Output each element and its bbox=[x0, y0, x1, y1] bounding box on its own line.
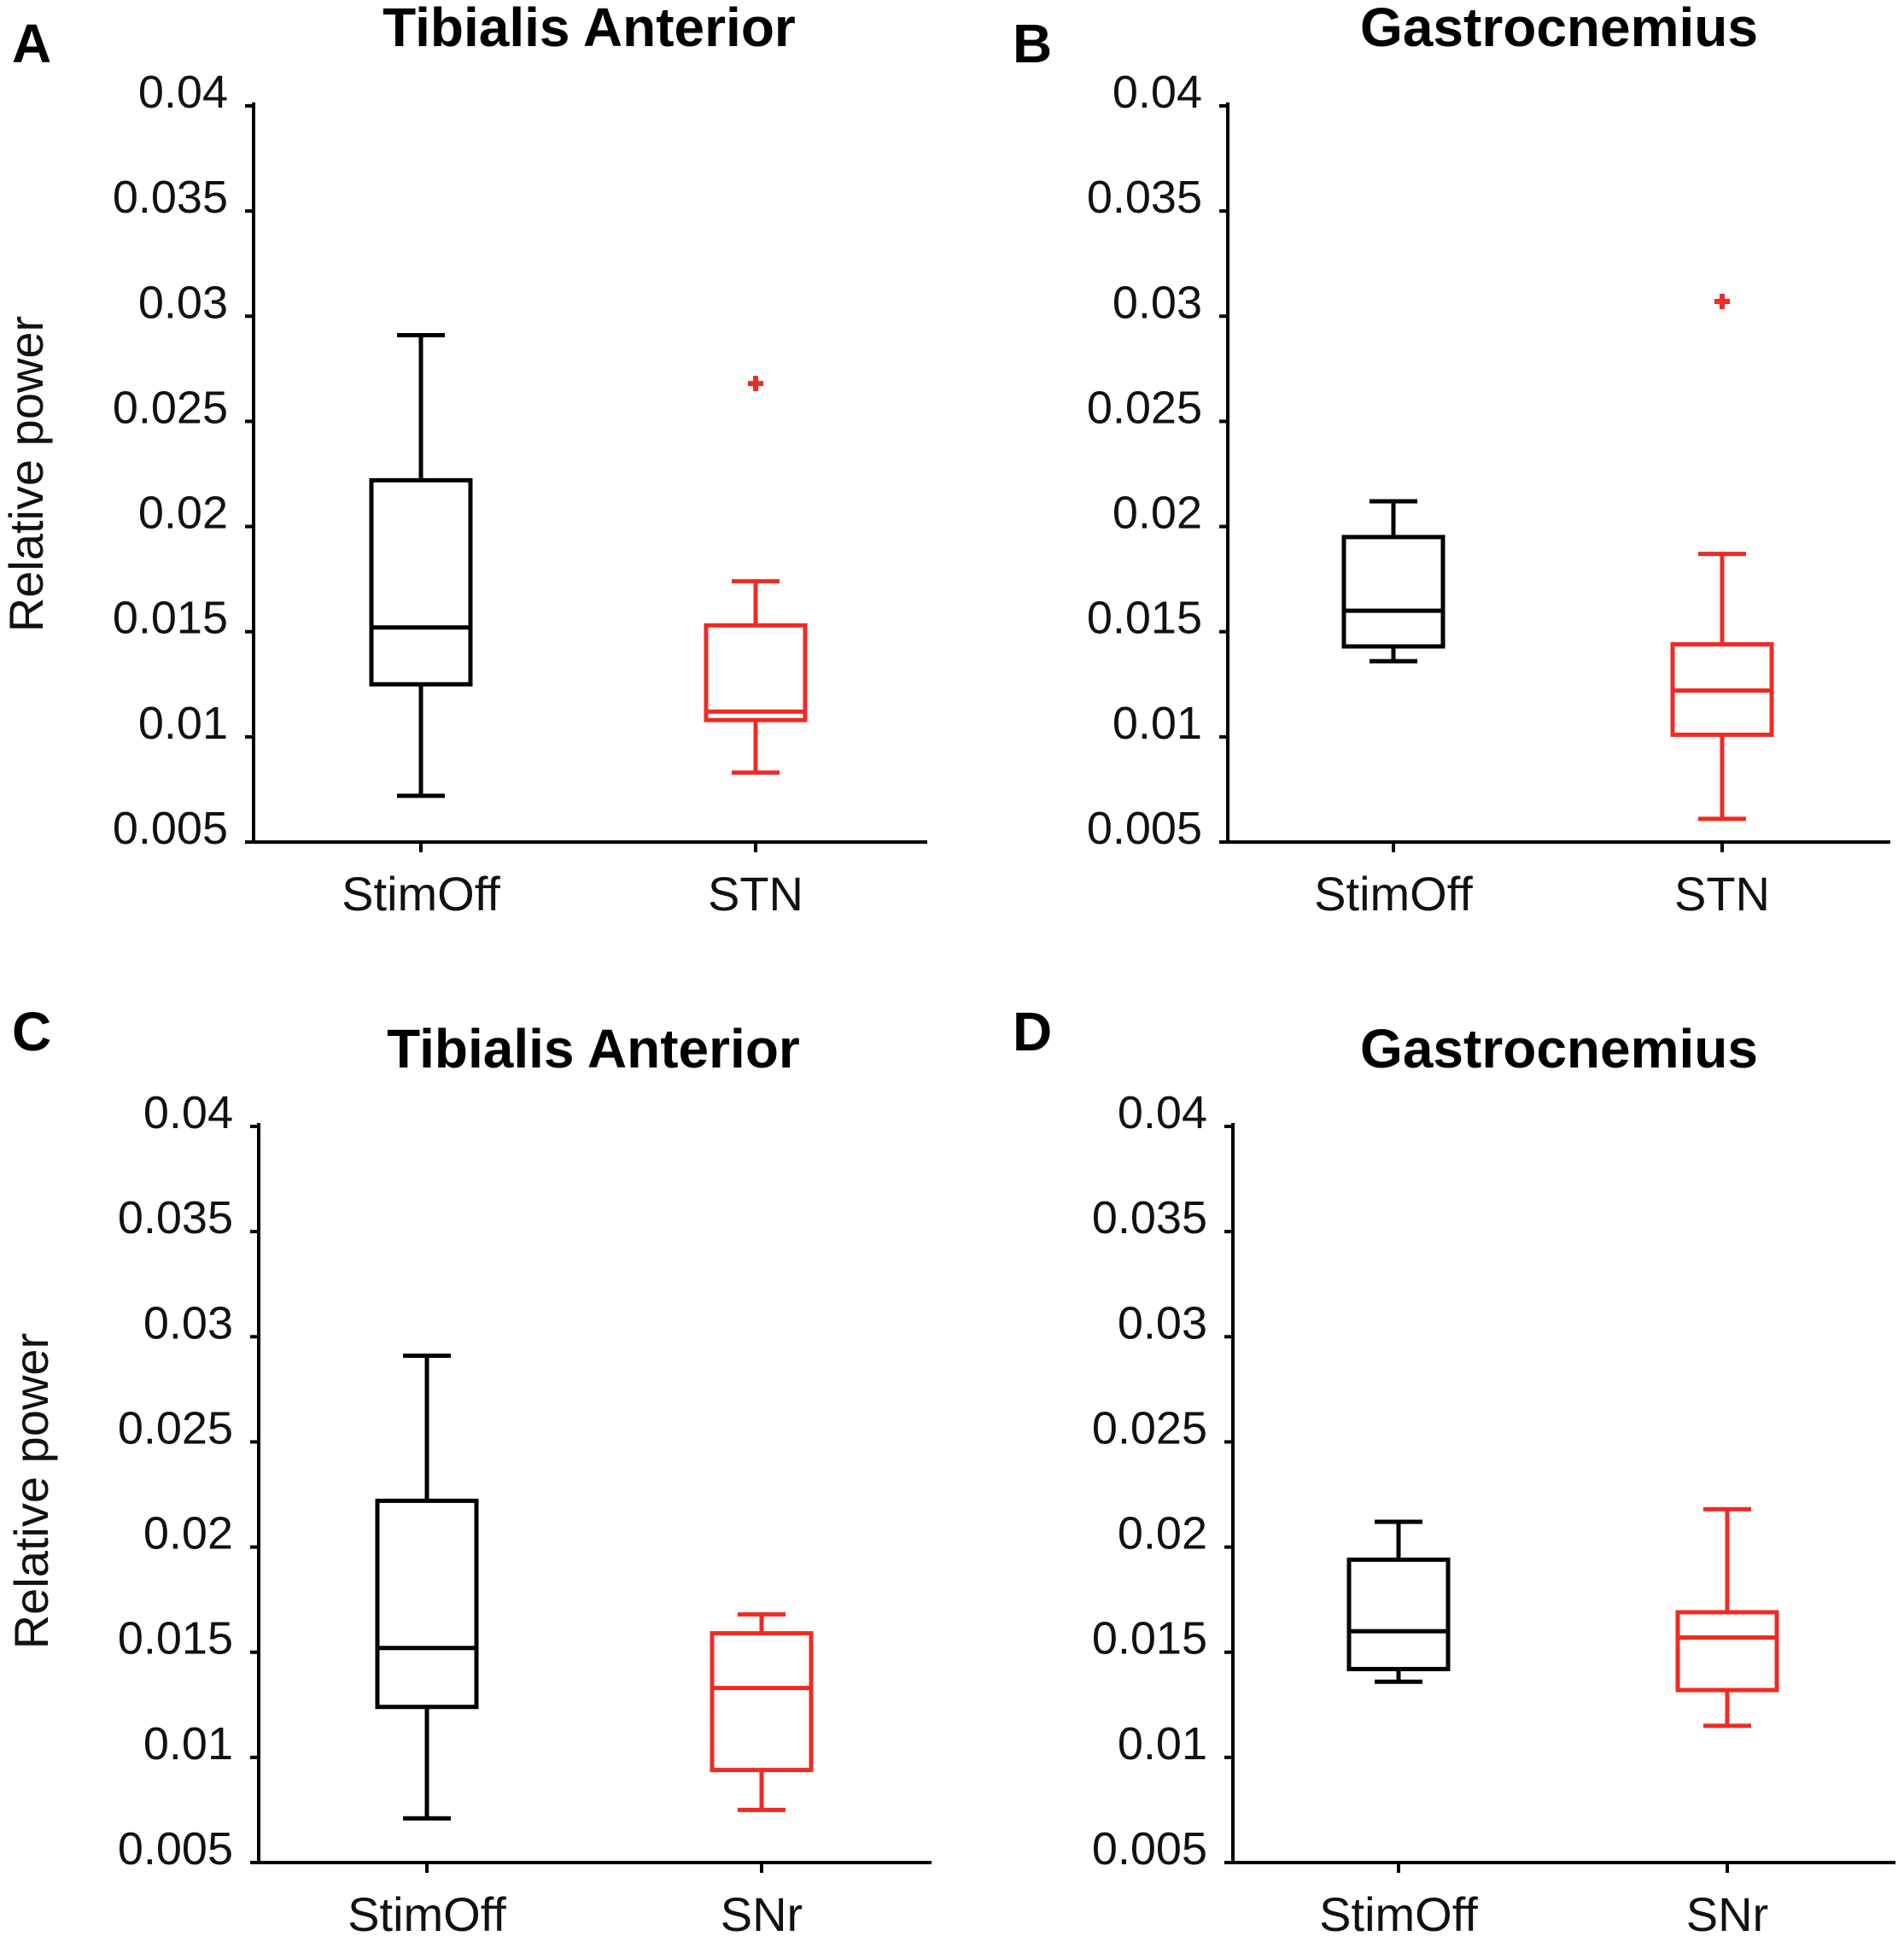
y-tick-label: 0.015 bbox=[1087, 593, 1202, 644]
box-stn bbox=[704, 376, 808, 775]
y-tick-label: 0.01 bbox=[1113, 698, 1202, 749]
y-tick-label: 0.03 bbox=[1113, 277, 1202, 328]
x-tick-label: StimOff bbox=[342, 867, 500, 921]
y-tick-label: 0.04 bbox=[1118, 1087, 1207, 1138]
x-tick-label: SNr bbox=[721, 1887, 803, 1936]
box-snr bbox=[1675, 1506, 1779, 1728]
y-tick-label: 0.025 bbox=[113, 382, 228, 433]
iqr-box bbox=[1675, 1610, 1779, 1693]
outlier-point bbox=[1714, 294, 1730, 310]
chart-title: Tibialis Anterior bbox=[383, 0, 796, 58]
y-tick-label: 0.04 bbox=[138, 67, 228, 118]
y-tick-label: 0.015 bbox=[113, 593, 228, 644]
y-tick-label: 0.04 bbox=[143, 1087, 233, 1138]
y-tick-label: 0.02 bbox=[143, 1508, 233, 1559]
panel-d: D Gastrocnemius 0.005 0.01 0.015 0.02 0.025 0.0… bbox=[1013, 1001, 1895, 1936]
iqr-box bbox=[369, 477, 473, 687]
panel-letter: B bbox=[1013, 13, 1052, 74]
y-tick-label: 0.005 bbox=[113, 803, 228, 854]
y-tick-label: 0.04 bbox=[1113, 67, 1202, 118]
box-stn bbox=[1670, 294, 1774, 822]
chart-title: Gastrocnemius bbox=[1360, 1018, 1758, 1079]
x-tick-label: StimOff bbox=[1314, 867, 1473, 921]
y-tick-label: 0.005 bbox=[1092, 1823, 1207, 1875]
y-tick-label: 0.035 bbox=[113, 172, 228, 223]
chart-title: Gastrocnemius bbox=[1360, 0, 1758, 58]
panel-letter: A bbox=[12, 13, 51, 74]
x-tick-label: StimOff bbox=[348, 1887, 506, 1936]
iqr-box bbox=[704, 623, 808, 722]
y-tick-label: 0.035 bbox=[1092, 1192, 1207, 1243]
box-stimoff bbox=[369, 332, 473, 798]
box-stimoff bbox=[375, 1353, 479, 1821]
y-tick-label: 0.02 bbox=[138, 488, 228, 539]
y-axis-label: Relative power bbox=[0, 316, 53, 632]
x-tick-label: STN bbox=[1674, 867, 1770, 921]
box-stimoff bbox=[1341, 499, 1446, 664]
iqr-box bbox=[1346, 1557, 1451, 1671]
x-tick-label: SNr bbox=[1686, 1887, 1768, 1936]
panel-b: B Gastrocnemius 0.005 0.01 0.015 0.02 0.025 0.0… bbox=[1013, 0, 1890, 921]
y-tick-label: 0.02 bbox=[1118, 1508, 1207, 1559]
iqr-box bbox=[375, 1498, 479, 1710]
y-tick-label: 0.035 bbox=[118, 1192, 233, 1243]
y-tick-label: 0.03 bbox=[143, 1297, 233, 1348]
box-snr bbox=[710, 1611, 814, 1812]
y-tick-label: 0.015 bbox=[118, 1613, 233, 1664]
box-stimoff bbox=[1346, 1519, 1451, 1684]
panel-letter: D bbox=[1013, 1001, 1052, 1062]
iqr-box bbox=[1341, 535, 1446, 649]
y-tick-label: 0.035 bbox=[1087, 172, 1202, 223]
y-tick-label: 0.02 bbox=[1113, 488, 1202, 539]
y-tick-label: 0.025 bbox=[1092, 1402, 1207, 1453]
outlier-point bbox=[748, 376, 763, 392]
y-tick-label: 0.025 bbox=[118, 1402, 233, 1453]
iqr-box bbox=[710, 1631, 814, 1773]
chart-title: Tibialis Anterior bbox=[387, 1018, 800, 1079]
y-tick-label: 0.025 bbox=[1087, 382, 1202, 433]
y-tick-label: 0.005 bbox=[118, 1823, 233, 1875]
y-tick-label: 0.015 bbox=[1092, 1613, 1207, 1664]
y-tick-label: 0.03 bbox=[1118, 1297, 1207, 1348]
y-tick-label: 0.01 bbox=[143, 1718, 233, 1769]
x-tick-label: StimOff bbox=[1319, 1887, 1478, 1936]
panel-a: A Tibialis Anterior Relative power 0.005 0.0… bbox=[0, 0, 927, 921]
panel-letter: C bbox=[12, 1001, 51, 1062]
y-tick-label: 0.005 bbox=[1087, 803, 1202, 854]
y-axis-label: Relative power bbox=[4, 1333, 58, 1649]
panel-c: C Tibialis Anterior Relative power 0.005 0.0… bbox=[4, 1001, 932, 1936]
y-tick-label: 0.01 bbox=[138, 698, 228, 749]
y-tick-label: 0.03 bbox=[138, 277, 228, 328]
x-tick-label: STN bbox=[708, 867, 803, 921]
y-tick-label: 0.01 bbox=[1118, 1718, 1207, 1769]
